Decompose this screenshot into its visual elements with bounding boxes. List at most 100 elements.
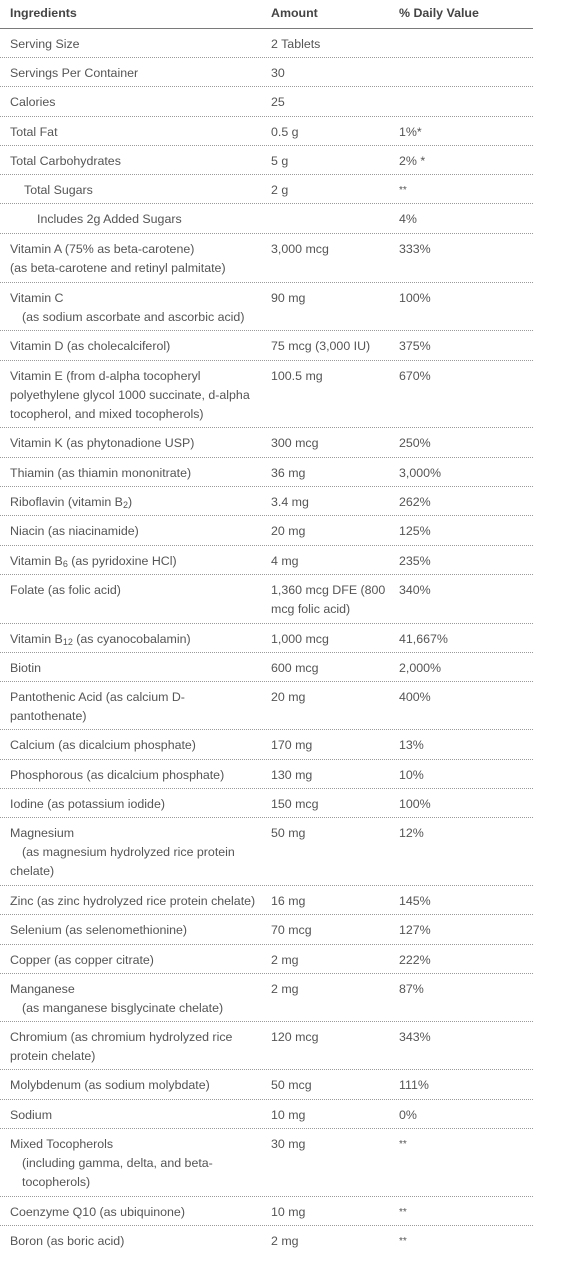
ingredient-amount: 1,000 mcg bbox=[271, 632, 329, 646]
ingredient-daily-value: 13% bbox=[399, 738, 424, 752]
ingredient-amount: 3.4 mg bbox=[271, 495, 309, 509]
ingredient-amount: 36 mg bbox=[271, 466, 306, 480]
table-row: Zinc (as zinc hydrolyzed rice protein ch… bbox=[0, 886, 533, 915]
ingredient-amount: 30 mg bbox=[271, 1137, 306, 1151]
table-header: Ingredients Amount % Daily Value bbox=[0, 0, 533, 29]
ingredient-daily-value: 100% bbox=[399, 291, 431, 305]
ingredient-daily-value: 41,667% bbox=[399, 632, 448, 646]
ingredient-daily-value: ** bbox=[399, 1236, 407, 1247]
ingredient-amount: 20 mg bbox=[271, 690, 306, 704]
table-row: Total Carbohydrates 5 g 2% * bbox=[0, 146, 533, 175]
ingredient-amount: 5 g bbox=[271, 154, 289, 168]
ingredient-amount: 0.5 g bbox=[271, 125, 299, 139]
ingredient-daily-value: 222% bbox=[399, 953, 431, 967]
ingredient-daily-value: 262% bbox=[399, 495, 431, 509]
ingredient-name: Calories bbox=[10, 95, 56, 109]
ingredient-daily-value: 87% bbox=[399, 982, 424, 996]
table-row: Biotin 600 mcg 2,000% bbox=[0, 653, 533, 682]
table-row: Niacin (as niacinamide) 20 mg 125% bbox=[0, 516, 533, 546]
ingredient-daily-value: 145% bbox=[399, 894, 431, 908]
ingredient-amount: 3,000 mcg bbox=[271, 242, 329, 256]
ingredient-daily-value: 235% bbox=[399, 554, 431, 568]
table-row: Magnesium (as magnesium hydrolyzed rice … bbox=[0, 818, 533, 886]
ingredient-amount: 10 mg bbox=[271, 1108, 306, 1122]
ingredient-daily-value: 12% bbox=[399, 826, 424, 840]
ingredient-name: Vitamin A (75% as beta-carotene) (as bet… bbox=[10, 242, 226, 275]
ingredient-daily-value: 333% bbox=[399, 242, 431, 256]
table-row: Thiamin (as thiamin mononitrate) 36 mg 3… bbox=[0, 458, 533, 487]
table-row: Riboflavin (vitamin B2) 3.4 mg 262% bbox=[0, 487, 533, 516]
ingredient-name: Servings Per Container bbox=[10, 66, 139, 80]
table-row: Vitamin E (from d-alpha tocopheryl polye… bbox=[0, 361, 533, 428]
table-row: Boron (as boric acid) 2 mg ** bbox=[0, 1226, 533, 1255]
ingredient-daily-value: 10% bbox=[399, 768, 424, 782]
ingredient-amount: 1,360 mcg DFE (800 mcg folic acid) bbox=[271, 583, 386, 616]
ingredient-amount: 10 mg bbox=[271, 1205, 306, 1219]
ingredient-amount: 50 mg bbox=[271, 826, 306, 840]
ingredient-amount: 75 mcg (3,000 IU) bbox=[271, 339, 371, 353]
ingredient-daily-value: 4% bbox=[399, 212, 417, 226]
ingredient-amount: 150 mcg bbox=[271, 797, 319, 811]
ingredient-amount: 100.5 mg bbox=[271, 369, 323, 383]
table-row: Serving Size 2 Tablets bbox=[0, 29, 533, 58]
ingredient-daily-value: 100% bbox=[399, 797, 431, 811]
ingredient-name: Copper (as copper citrate) bbox=[10, 953, 154, 967]
ingredient-name: Magnesium (as magnesium hydrolyzed rice … bbox=[10, 826, 235, 878]
ingredient-name: Boron (as boric acid) bbox=[10, 1234, 125, 1248]
ingredient-name: Zinc (as zinc hydrolyzed rice protein ch… bbox=[10, 894, 256, 908]
table-row: Chromium (as chromium hydrolyzed rice pr… bbox=[0, 1022, 533, 1070]
ingredient-amount: 130 mg bbox=[271, 768, 313, 782]
ingredient-daily-value: 340% bbox=[399, 583, 431, 597]
ingredient-amount: 120 mcg bbox=[271, 1030, 319, 1044]
amount-header: Amount bbox=[271, 6, 318, 20]
ingredient-name: Calcium (as dicalcium phosphate) bbox=[10, 738, 196, 752]
ingredient-name: Vitamin C (as sodium ascorbate and ascor… bbox=[10, 291, 245, 324]
table-row: Total Fat 0.5 g 1%* bbox=[0, 117, 533, 146]
ingredient-daily-value bbox=[399, 87, 533, 116]
ingredient-amount: 30 bbox=[271, 66, 285, 80]
ingredient-name: Total Fat bbox=[10, 125, 58, 139]
ingredient-daily-value: 375% bbox=[399, 339, 431, 353]
ingredient-name: Vitamin B6 (as pyridoxine HCl) bbox=[10, 554, 177, 569]
ingredient-name: Chromium (as chromium hydrolyzed rice pr… bbox=[10, 1030, 233, 1063]
ingredient-name: Thiamin (as thiamin mononitrate) bbox=[10, 466, 192, 480]
table-row: Selenium (as selenomethionine) 70 mcg 12… bbox=[0, 915, 533, 945]
table-row: Vitamin B12 (as cyanocobalamin) 1,000 mc… bbox=[0, 624, 533, 653]
ingredient-daily-value: 400% bbox=[399, 690, 431, 704]
table-row: Vitamin A (75% as beta-carotene) (as bet… bbox=[0, 234, 533, 283]
table-row: Copper (as copper citrate) 2 mg 222% bbox=[0, 945, 533, 974]
ingredient-daily-value: ** bbox=[399, 1139, 407, 1150]
table-row: Vitamin K (as phytonadione USP) 300 mcg … bbox=[0, 428, 533, 458]
ingredient-name: Sodium bbox=[10, 1108, 53, 1122]
table-row: Vitamin B6 (as pyridoxine HCl) 4 mg 235% bbox=[0, 546, 533, 575]
ingredient-amount: 20 mg bbox=[271, 524, 306, 538]
ingredient-name: Iodine (as potassium iodide) bbox=[10, 797, 165, 811]
ingredient-name: Selenium (as selenomethionine) bbox=[10, 923, 188, 937]
ingredient-amount: 170 mg bbox=[271, 738, 313, 752]
table-row: Mixed Tocopherols (including gamma, delt… bbox=[0, 1129, 533, 1197]
ingredient-amount: 50 mcg bbox=[271, 1078, 312, 1092]
table-row: Calcium (as dicalcium phosphate) 170 mg … bbox=[0, 730, 533, 760]
ingredient-daily-value: 3,000% bbox=[399, 466, 442, 480]
ingredient-daily-value: 111% bbox=[399, 1078, 429, 1092]
ingredient-amount: 70 mcg bbox=[271, 923, 312, 937]
ingredient-name: Mixed Tocopherols (including gamma, delt… bbox=[10, 1137, 213, 1189]
ingredient-name: Total Carbohydrates bbox=[10, 154, 121, 168]
ingredient-daily-value: ** bbox=[399, 1207, 407, 1218]
ingredient-daily-value: 670% bbox=[399, 369, 431, 383]
ingredient-name: Phosphorous (as dicalcium phosphate) bbox=[10, 768, 225, 782]
ingredient-name: Total Sugars bbox=[24, 183, 93, 197]
ingredient-amount: 300 mcg bbox=[271, 436, 319, 450]
ingredient-name: Riboflavin (vitamin B2) bbox=[10, 495, 133, 510]
ingredient-amount bbox=[268, 204, 399, 233]
table-row: Molybdenum (as sodium molybdate) 50 mcg … bbox=[0, 1070, 533, 1100]
ingredient-amount: 600 mcg bbox=[271, 661, 319, 675]
ingredient-name: Serving Size bbox=[10, 37, 80, 51]
ingredients-header: Ingredients bbox=[10, 6, 77, 20]
table-row: Manganese (as manganese bisglycinate che… bbox=[0, 974, 533, 1022]
table-row: Folate (as folic acid) 1,360 mcg DFE (80… bbox=[0, 575, 533, 624]
ingredient-amount: 4 mg bbox=[271, 554, 299, 568]
table-row: Servings Per Container 30 bbox=[0, 58, 533, 87]
ingredient-daily-value: 1%* bbox=[399, 125, 422, 139]
ingredient-amount: 2 mg bbox=[271, 953, 299, 967]
